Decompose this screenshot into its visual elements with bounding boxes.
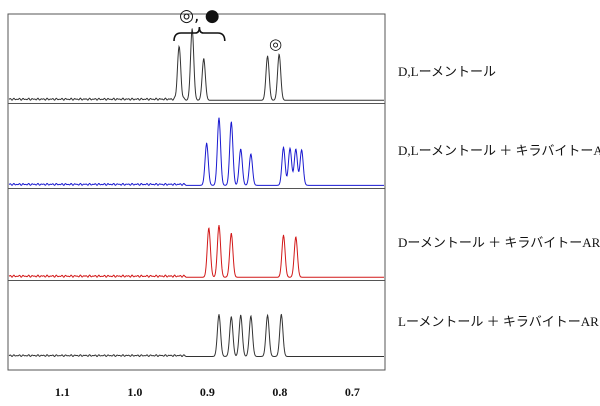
x-tick-label: 0.7 xyxy=(345,385,360,399)
peak-point-3-5 xyxy=(295,236,297,238)
peak-point-2-7 xyxy=(289,147,291,150)
plot-frame xyxy=(7,13,386,371)
x-tick-label: 1.1 xyxy=(55,385,70,399)
single-symbol-label: ◎ xyxy=(269,35,282,53)
peak-point-4-6 xyxy=(280,314,282,316)
peak-point-2-4 xyxy=(240,148,242,150)
peak-annotations: ◎, ● ◎ xyxy=(173,6,282,53)
x-tick-label: 0.8 xyxy=(272,385,287,399)
peak-point-3-4 xyxy=(282,234,285,236)
peak-point-2-1 xyxy=(206,142,208,145)
spectrum-line-1 xyxy=(8,29,384,101)
peak-point-4-4 xyxy=(250,315,252,317)
peak-point-2-9 xyxy=(301,149,303,151)
x-tick-label: 0.9 xyxy=(200,385,215,399)
bracket-annotation xyxy=(173,26,226,42)
peak-point-2-3 xyxy=(230,121,232,123)
x-tick-label: 1.0 xyxy=(127,385,142,399)
peak-point-3-3 xyxy=(230,233,232,235)
series-label-1: D,Lーメントール xyxy=(398,64,496,79)
x-axis-ticks: 1.1 1.0 0.9 0.8 0.7 xyxy=(55,385,360,399)
peak-point-1-2 xyxy=(191,28,193,30)
peak-point-1-4 xyxy=(267,55,269,57)
series-label-4: Lーメントール ＋ キラバイトーAR xyxy=(398,314,599,329)
bracket-symbols-label: ◎, ● xyxy=(179,6,219,26)
series-label-3: Dーメントール ＋ キラバイトーAR xyxy=(398,235,600,250)
spectrum-panels xyxy=(8,28,385,358)
peak-point-2-6 xyxy=(282,147,285,149)
peak-point-2-5 xyxy=(250,153,252,155)
spectrum-line-4 xyxy=(8,313,384,358)
series-label-2: D,Lーメントール ＋ キラバイトーAR xyxy=(398,143,600,158)
series-labels: D,Lーメントール D,Lーメントール ＋ キラバイトーAR Dーメントール ＋ キ… xyxy=(398,64,600,329)
peak-point-1-3 xyxy=(203,58,205,60)
peak-point-2-2 xyxy=(218,117,220,119)
peak-point-1-1 xyxy=(178,46,180,49)
spectrum-line-2 xyxy=(8,118,384,186)
peak-point-2-8 xyxy=(295,148,297,150)
spectrum-line-3 xyxy=(8,225,384,278)
peak-point-1-5 xyxy=(278,53,280,56)
peak-point-3-2 xyxy=(218,225,220,227)
peak-point-4-3 xyxy=(240,314,242,316)
peak-point-4-1 xyxy=(218,314,220,316)
peak-point-3-1 xyxy=(208,227,210,229)
peak-point-4-2 xyxy=(230,316,232,318)
peak-point-4-5 xyxy=(267,314,269,316)
